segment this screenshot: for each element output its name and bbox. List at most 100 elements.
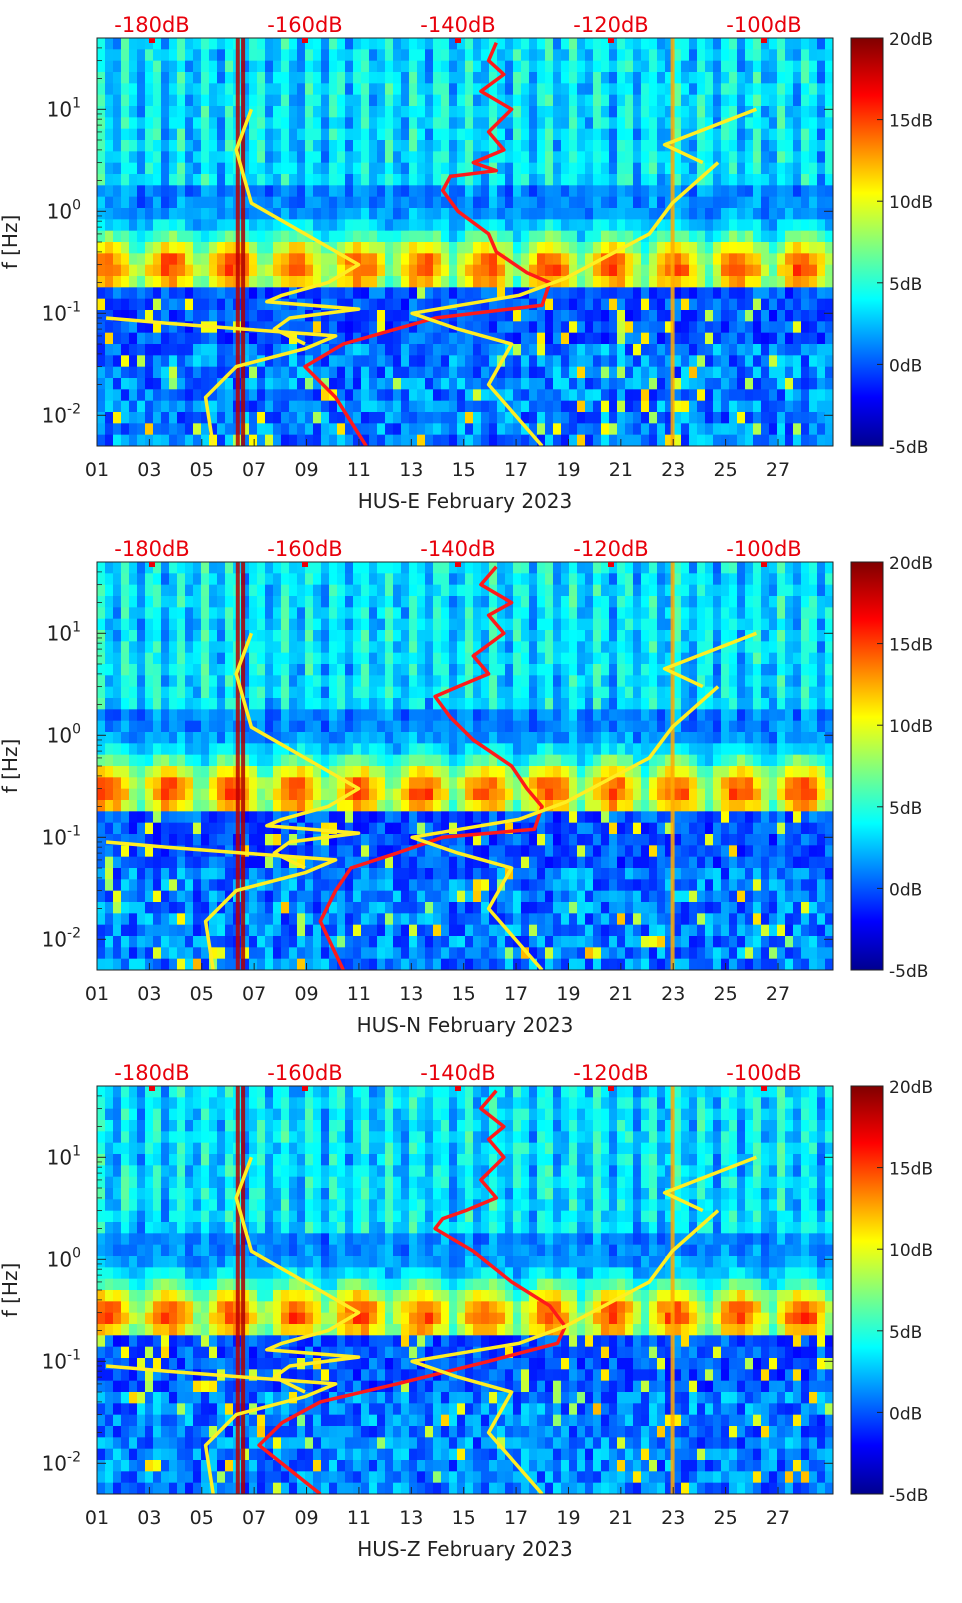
- heatmap-cell: [513, 208, 522, 220]
- heatmap-cell: [97, 61, 106, 73]
- heatmap-cell: [97, 378, 106, 390]
- heatmap-cell: [121, 378, 130, 390]
- heatmap-cell: [441, 389, 450, 401]
- heatmap-cell: [217, 585, 226, 597]
- heatmap-cell: [417, 265, 426, 277]
- heatmap-cell: [681, 333, 690, 345]
- heatmap-cell: [377, 367, 386, 379]
- heatmap-cell: [353, 140, 362, 152]
- heatmap-cell: [169, 755, 178, 767]
- heatmap-cell: [417, 891, 426, 903]
- heatmap-cell: [193, 573, 202, 585]
- heatmap-cell: [249, 891, 258, 903]
- heatmap-cell: [425, 879, 434, 891]
- heatmap-cell: [409, 630, 418, 642]
- heatmap-cell: [417, 743, 426, 755]
- heatmap-cell: [745, 185, 754, 197]
- heatmap-cell: [329, 709, 338, 721]
- heatmap-cell: [225, 596, 234, 608]
- heatmap-cell: [825, 83, 834, 95]
- heatmap-cell: [817, 38, 826, 50]
- heatmap-cell: [393, 72, 402, 84]
- heatmap-cell: [113, 607, 122, 619]
- heatmap-cell: [585, 423, 594, 435]
- heatmap-cell: [345, 630, 354, 642]
- heatmap-cell: [585, 129, 594, 141]
- heatmap-cell: [385, 310, 394, 322]
- heatmap-cell: [265, 562, 274, 574]
- heatmap-cell: [177, 789, 186, 801]
- heatmap-cell: [617, 83, 626, 95]
- heatmap-cell: [289, 925, 298, 937]
- heatmap-cell: [265, 857, 274, 869]
- heatmap-cell: [529, 49, 538, 61]
- heatmap-cell: [121, 401, 130, 413]
- heatmap-cell: [385, 333, 394, 345]
- heatmap-cell: [641, 197, 650, 209]
- heatmap-cell: [353, 925, 362, 937]
- heatmap-cell: [457, 423, 466, 435]
- heatmap-cell: [721, 242, 730, 254]
- heatmap-cell: [537, 378, 546, 390]
- heatmap-cell: [105, 61, 114, 73]
- heatmap-cell: [689, 197, 698, 209]
- heatmap-cell: [209, 333, 218, 345]
- heatmap-cell: [585, 185, 594, 197]
- heatmap-cell: [569, 197, 578, 209]
- heatmap-cell: [409, 72, 418, 84]
- heatmap-cell: [225, 389, 234, 401]
- heatmap-cell: [489, 185, 498, 197]
- heatmap-cell: [153, 664, 162, 676]
- heatmap-cell: [417, 253, 426, 265]
- heatmap-cell: [121, 947, 130, 959]
- heatmap-cell: [289, 766, 298, 778]
- heatmap-cell: [129, 83, 138, 95]
- heatmap-cell: [521, 378, 530, 390]
- heatmap-cell: [265, 766, 274, 778]
- heatmap-cell: [313, 140, 322, 152]
- heatmap-cell: [273, 253, 282, 265]
- heatmap-cell: [409, 435, 418, 447]
- heatmap-cell: [225, 573, 234, 585]
- heatmap-cell: [273, 641, 282, 653]
- heatmap-cell: [745, 355, 754, 367]
- heatmap-cell: [129, 435, 138, 447]
- heatmap-cell: [385, 208, 394, 220]
- heatmap-cell: [321, 675, 330, 687]
- heatmap-cell: [769, 299, 778, 311]
- heatmap-cell: [633, 61, 642, 73]
- heatmap-cell: [433, 163, 442, 175]
- heatmap-cell: [209, 151, 218, 163]
- heatmap-cell: [113, 879, 122, 891]
- heatmap-cell: [353, 355, 362, 367]
- heatmap-cell: [409, 562, 418, 574]
- heatmap-cell: [801, 321, 810, 333]
- heatmap-cell: [521, 140, 530, 152]
- heatmap-cell: [361, 891, 370, 903]
- heatmap-cell: [185, 630, 194, 642]
- heatmap-cell: [313, 72, 322, 84]
- heatmap-cell: [697, 72, 706, 84]
- heatmap-cell: [393, 664, 402, 676]
- heatmap-cell: [185, 925, 194, 937]
- heatmap-cell: [137, 845, 146, 857]
- heatmap-cell: [313, 389, 322, 401]
- heatmap-cell: [393, 219, 402, 231]
- heatmap-cell: [777, 83, 786, 95]
- x-tick-label: 19: [556, 459, 580, 481]
- heatmap-cell: [713, 219, 722, 231]
- heatmap-cell: [417, 619, 426, 631]
- heatmap-cell: [513, 72, 522, 84]
- heatmap-cell: [265, 106, 274, 118]
- heatmap-cell: [417, 664, 426, 676]
- heatmap-cell: [129, 49, 138, 61]
- heatmap-cell: [761, 83, 770, 95]
- heatmap-cell: [97, 72, 106, 84]
- heatmap-cell: [681, 378, 690, 390]
- heatmap-cell: [745, 140, 754, 152]
- heatmap-cell: [217, 219, 226, 231]
- heatmap-cell: [745, 287, 754, 299]
- heatmap-cell: [737, 435, 746, 447]
- heatmap-cell: [145, 925, 154, 937]
- heatmap-cell: [425, 287, 434, 299]
